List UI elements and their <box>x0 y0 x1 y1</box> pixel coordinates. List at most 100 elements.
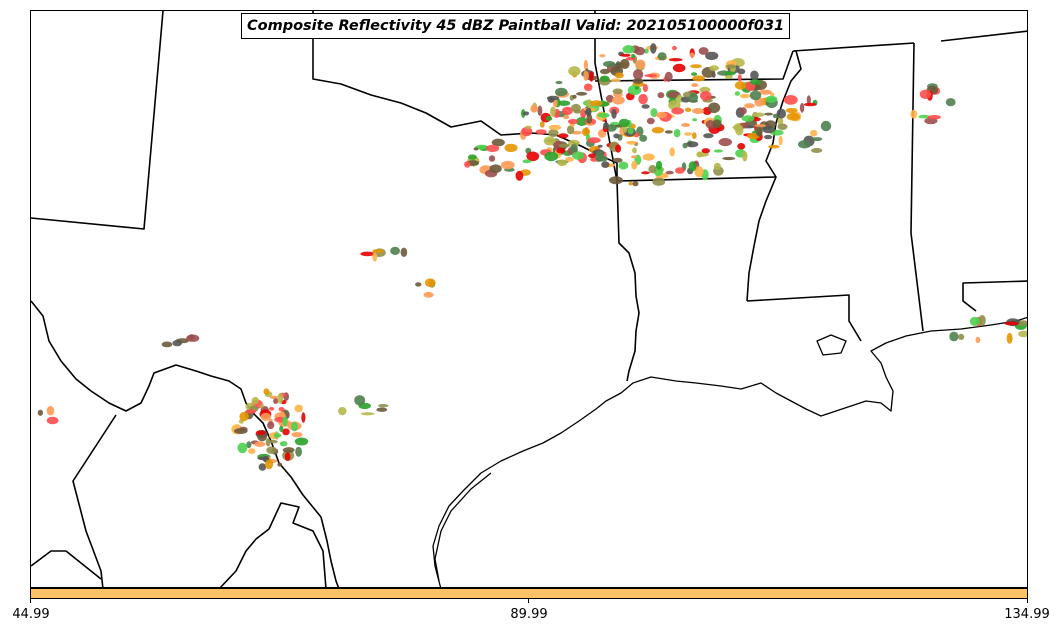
paintball-cell <box>776 108 787 119</box>
paintball-cell <box>612 88 623 95</box>
paintball-cell <box>282 447 295 453</box>
paintball-cell <box>734 81 747 90</box>
paintball-cell <box>535 129 547 135</box>
paintball-cell <box>161 341 173 348</box>
paintball-cell <box>749 90 762 101</box>
paintball-cell <box>500 160 515 170</box>
paintball-cell <box>268 439 278 444</box>
paintball-cell <box>656 111 668 118</box>
paintball-cell <box>597 112 610 118</box>
colorbar-tick <box>30 599 31 603</box>
paintball-cell <box>763 134 773 140</box>
paintball-cell <box>486 144 500 152</box>
paintball-cell <box>632 78 644 84</box>
al-ga-border <box>940 30 1027 42</box>
paintball-cell <box>692 118 698 122</box>
paintball-cell <box>740 107 747 115</box>
paintball-cell <box>650 108 658 118</box>
paintball-cell <box>626 140 637 145</box>
paintball-cell <box>599 68 610 75</box>
paintball-cell <box>570 144 578 153</box>
paintball-cell <box>258 463 267 471</box>
paintball-cell <box>372 249 385 253</box>
paintball-cell <box>610 78 621 82</box>
paintball-cell <box>657 52 667 61</box>
paintball-cell <box>644 48 649 54</box>
paintball-cell <box>642 153 655 161</box>
paintball-cell <box>742 151 748 162</box>
paintball-cell <box>587 137 601 144</box>
paintball-cell <box>641 104 650 109</box>
paintball-cell <box>504 143 518 153</box>
paintball-cell <box>376 407 388 412</box>
paintball-cell <box>681 123 691 127</box>
la-ms-border <box>746 294 862 342</box>
paintball-cell <box>46 416 59 425</box>
paintball-cell <box>597 144 603 148</box>
colorbar-tick-label: 44.99 <box>12 607 50 622</box>
paintball-cell <box>360 251 375 257</box>
la-tx-border <box>616 180 640 382</box>
paintball-cell <box>756 127 763 137</box>
paintball-cell <box>291 432 303 438</box>
map-title: Composite Reflectivity 45 dBZ Paintball … <box>241 13 791 39</box>
colorbar <box>30 588 1028 599</box>
paintball-cell <box>713 162 722 170</box>
paintball-cell <box>975 336 981 344</box>
paintball-cell <box>705 120 716 129</box>
colorbar-tick-label: 89.99 <box>510 607 548 622</box>
paintball-cell <box>650 43 657 54</box>
barrier-islands <box>434 472 492 582</box>
paintball-cell <box>526 151 540 162</box>
paintball-cell <box>609 176 623 185</box>
paintball-cell <box>269 406 275 411</box>
paintball-cell <box>291 421 298 432</box>
paintball-cell <box>675 167 685 174</box>
paintball-cell <box>515 170 524 181</box>
paintball-cell <box>665 170 674 175</box>
paintball-cell <box>585 107 592 117</box>
colorbar-tick <box>528 599 529 603</box>
paintball-cell <box>1018 330 1027 338</box>
colorbar-tick-label: 134.99 <box>1004 607 1050 622</box>
ar-mo-border <box>594 50 794 82</box>
paintball-cell <box>785 107 798 114</box>
paintball-cell <box>657 92 665 99</box>
paintball-cell <box>681 96 691 103</box>
paintball-cell <box>566 125 575 135</box>
paintball-cell <box>583 59 589 71</box>
paintball-cell <box>544 151 559 162</box>
paintball-cell <box>712 119 722 129</box>
paintball-cell <box>690 64 702 69</box>
paintball-cell <box>1006 332 1013 344</box>
paintball-cell <box>732 125 743 129</box>
paintball-cell <box>599 54 606 58</box>
paintball-cell <box>539 121 545 128</box>
gulf-coast <box>432 316 1027 587</box>
paintball-cell <box>692 75 706 82</box>
paintball-cell <box>689 92 699 103</box>
paintball-cell <box>692 132 697 139</box>
paintball-cell <box>627 127 634 135</box>
paintball-cell <box>423 291 434 298</box>
paintball-cell <box>669 147 675 157</box>
paintball-cell <box>257 456 269 461</box>
paintball-cell <box>688 161 697 172</box>
paintball-cell <box>752 112 765 117</box>
paintball-cell <box>424 278 436 288</box>
paintball-cell <box>568 66 581 77</box>
paintball-cell <box>778 135 783 146</box>
paintball-cell <box>279 425 284 432</box>
paintball-cell <box>642 84 649 93</box>
paintball-cell <box>646 117 655 125</box>
paintball-cell <box>737 68 746 75</box>
paintball-cell <box>572 151 585 160</box>
coastline <box>432 316 1027 587</box>
paintball-cell <box>590 100 603 107</box>
paintball-cell <box>700 91 712 101</box>
paintball-cell <box>265 438 271 447</box>
paintball-cell <box>786 112 800 121</box>
paintball-cell <box>618 118 630 128</box>
paintball-cell <box>415 282 422 287</box>
colorbar-tick <box>1027 599 1028 603</box>
